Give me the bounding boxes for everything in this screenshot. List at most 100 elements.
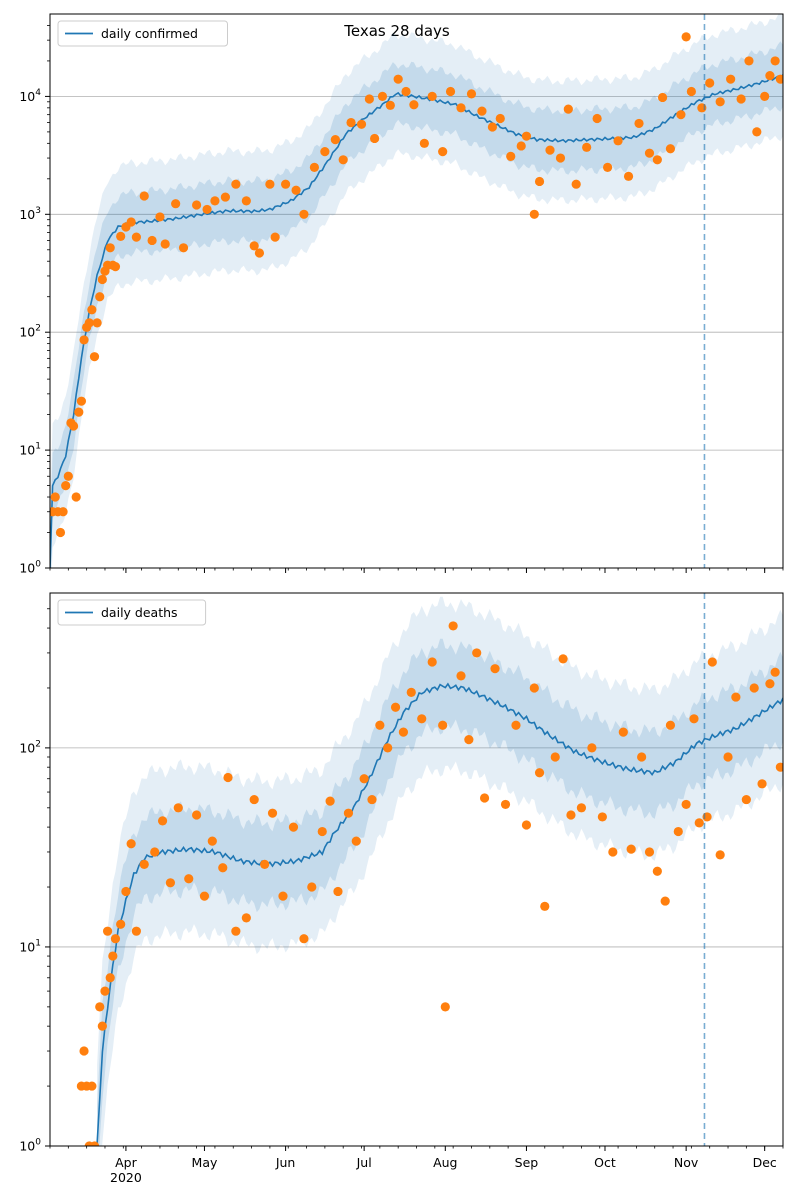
data-point [231, 179, 241, 189]
data-point [199, 891, 210, 901]
data-point [715, 97, 725, 107]
data-point [705, 78, 715, 88]
data-point [207, 836, 217, 846]
data-point [744, 56, 754, 66]
data-point [249, 241, 259, 251]
data-point [406, 687, 416, 698]
data-point [210, 196, 220, 206]
data-point [270, 232, 280, 242]
data-point [231, 926, 241, 936]
data-point [676, 110, 686, 120]
y-tick-label: 101 [19, 938, 41, 954]
data-point [765, 679, 775, 689]
data-point [102, 926, 113, 936]
x-tick-label: Jun [275, 1155, 296, 1170]
data-point [147, 235, 157, 246]
y-tick-label: 102 [19, 739, 41, 755]
data-point [689, 714, 699, 724]
data-point [456, 671, 466, 681]
data-point [723, 752, 733, 762]
data-point [409, 100, 419, 110]
data-point [84, 318, 94, 328]
data-point [652, 866, 662, 876]
data-point [317, 826, 327, 837]
data-point [749, 683, 759, 693]
data-point [731, 692, 741, 702]
data-point [417, 714, 427, 724]
data-point [330, 135, 340, 145]
y-tick-label: 104 [19, 88, 41, 104]
data-point [150, 847, 160, 857]
data-point [97, 274, 107, 285]
data-point [757, 779, 767, 789]
data-point [218, 863, 228, 873]
x-tick-label: Dec [753, 1155, 777, 1170]
data-point [377, 91, 388, 102]
data-point [95, 292, 105, 302]
data-point [139, 191, 149, 201]
data-point [445, 86, 456, 97]
data-point [427, 657, 437, 667]
legend: daily confirmed [57, 20, 228, 47]
data-point [155, 212, 165, 222]
data-point [401, 86, 411, 97]
y-tick-label: 101 [19, 442, 41, 458]
legend-box [57, 599, 207, 626]
data-point [534, 768, 545, 778]
x-tick-sublabel: 2020 [110, 1170, 142, 1185]
data-point [79, 335, 89, 345]
data-point [637, 752, 647, 762]
data-point [370, 133, 380, 144]
data-point [715, 850, 725, 860]
data-point [184, 874, 194, 884]
data-point [521, 820, 532, 830]
data-point [775, 762, 783, 772]
x-tick-label: May [192, 1155, 218, 1170]
data-point [126, 217, 136, 227]
data-point [487, 122, 498, 132]
data-point [367, 794, 377, 805]
data-point [644, 148, 655, 158]
data-point [333, 886, 343, 897]
data-point [254, 248, 265, 258]
data-point [644, 847, 655, 857]
inner-confidence-band [50, 41, 783, 568]
data-point [686, 86, 696, 97]
data-point [288, 822, 299, 832]
figure-title: Texas 28 days [343, 22, 450, 40]
data-point [171, 199, 181, 209]
y-tick-label: 102 [19, 324, 41, 340]
legend: daily deaths [57, 599, 207, 626]
data-point [540, 901, 550, 911]
data-point [440, 1002, 450, 1012]
data-point [597, 812, 607, 822]
inner-confidence-band [97, 638, 783, 1146]
y-tick-label: 103 [19, 206, 41, 222]
data-point [71, 492, 81, 502]
data-point [448, 621, 458, 631]
data-point [576, 803, 587, 813]
data-point [582, 142, 592, 152]
data-point [618, 727, 628, 737]
data-point [346, 117, 356, 128]
data-point [665, 720, 676, 730]
data-point [495, 113, 505, 124]
data-point [63, 471, 73, 481]
data-point [160, 239, 170, 249]
data-point [278, 891, 288, 901]
data-point [665, 144, 676, 154]
data-point [464, 735, 474, 745]
data-point [74, 407, 84, 417]
data-point [76, 396, 87, 406]
data-point [506, 151, 516, 161]
data-point [736, 94, 746, 104]
legend-box [57, 20, 228, 47]
data-point [419, 138, 429, 148]
data-point [613, 136, 623, 146]
data-point [760, 91, 770, 102]
data-point [359, 774, 369, 784]
data-point [356, 119, 367, 129]
x-tick-label: Apr [115, 1155, 137, 1170]
data-point [438, 147, 448, 157]
